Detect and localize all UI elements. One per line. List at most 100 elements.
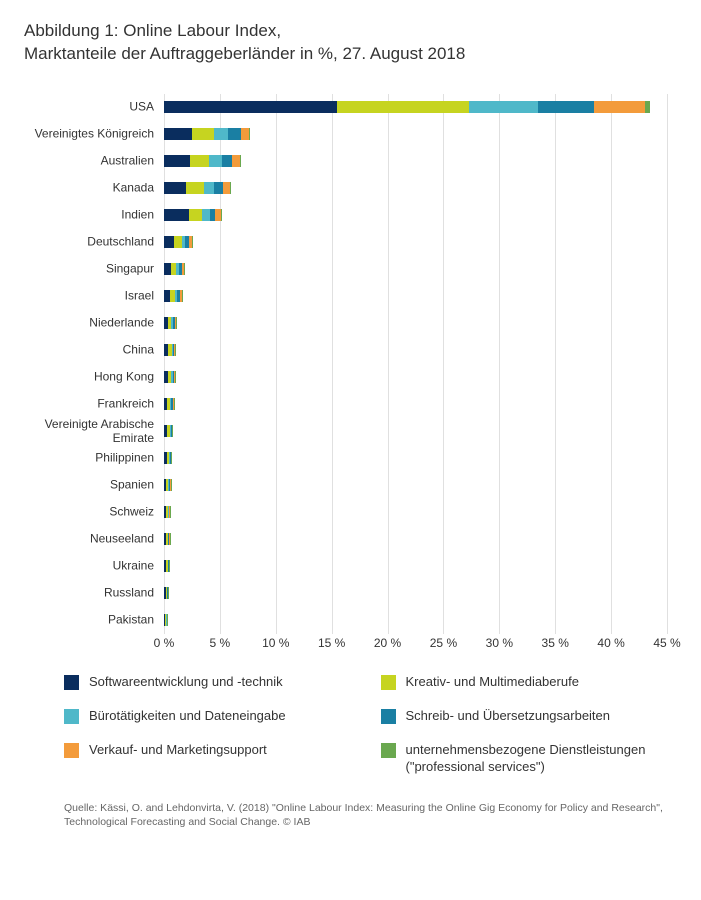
chart-legend: Softwareentwicklung und -technikKreativ-…	[64, 674, 677, 775]
bar-segment-professional	[240, 155, 241, 167]
stacked-bar	[164, 317, 176, 329]
country-label: Niederlande	[22, 317, 154, 330]
stacked-bar	[164, 425, 173, 437]
bar-segment-professional	[645, 101, 651, 113]
title-line-1: Abbildung 1: Online Labour Index,	[24, 21, 281, 40]
x-tick: 25 %	[430, 636, 457, 650]
table-row: Niederlande	[164, 310, 667, 337]
bar-segment-creative	[192, 128, 214, 140]
legend-label: Verkauf- und Marketingsupport	[89, 742, 267, 758]
country-label: Vereinigtes Königreich	[22, 128, 154, 141]
bar-segment-software	[164, 236, 174, 248]
stacked-bar	[164, 344, 176, 356]
country-label: Schweiz	[22, 506, 154, 519]
table-row: USA	[164, 94, 667, 121]
bar-segment-software	[164, 209, 189, 221]
bar-segment-creative	[337, 101, 469, 113]
bar-segment-professional	[249, 128, 250, 140]
country-label: China	[22, 344, 154, 357]
legend-swatch	[64, 709, 79, 724]
bar-segment-clerical	[214, 128, 227, 140]
country-label: Kanada	[22, 182, 154, 195]
chart-title: Abbildung 1: Online Labour Index, Markta…	[24, 20, 677, 66]
bar-segment-sales	[232, 155, 240, 167]
x-tick: 20 %	[374, 636, 401, 650]
bar-segment-software	[164, 128, 192, 140]
bar-segment-clerical	[469, 101, 538, 113]
stacked-bar	[164, 533, 170, 545]
legend-item: Schreib- und Übersetzungsarbeiten	[381, 708, 678, 724]
x-tick: 35 %	[542, 636, 569, 650]
legend-label: Bürotätigkeiten und Dateneingabe	[89, 708, 286, 724]
stacked-bar	[164, 587, 168, 599]
x-tick: 10 %	[262, 636, 289, 650]
table-row: Hong Kong	[164, 364, 667, 391]
country-label: Indien	[22, 209, 154, 222]
table-row: Frankreich	[164, 391, 667, 418]
legend-swatch	[381, 675, 396, 690]
country-label: Spanien	[22, 479, 154, 492]
stacked-bar	[164, 182, 231, 194]
table-row: Spanien	[164, 472, 667, 499]
bar-segment-professional	[230, 182, 231, 194]
country-label: Israel	[22, 290, 154, 303]
stacked-bar	[164, 614, 167, 626]
bar-segment-software	[164, 155, 190, 167]
grid-line	[667, 94, 668, 634]
legend-label: unternehmensbezogene Dienstleistungen ("…	[406, 742, 678, 775]
legend-swatch	[64, 743, 79, 758]
legend-item: Verkauf- und Marketingsupport	[64, 742, 361, 775]
bar-segment-creative	[174, 236, 182, 248]
bar-segment-writing	[222, 155, 232, 167]
table-row: Vereinigtes Königreich	[164, 121, 667, 148]
country-label: Pakistan	[22, 614, 154, 627]
table-row: Indien	[164, 202, 667, 229]
bar-segment-writing	[538, 101, 594, 113]
country-label: Vereinigte Arabische Emirate	[22, 418, 154, 444]
stacked-bar	[164, 128, 250, 140]
x-tick: 15 %	[318, 636, 345, 650]
table-row: Schweiz	[164, 499, 667, 526]
bar-segment-sales	[594, 101, 644, 113]
stacked-bar	[164, 452, 171, 464]
bar-segment-clerical	[202, 209, 210, 221]
x-axis: 0 %5 %10 %15 %20 %25 %30 %35 %40 %45 %	[164, 634, 667, 654]
table-row: Russland	[164, 580, 667, 607]
x-tick: 30 %	[486, 636, 513, 650]
table-row: Israel	[164, 283, 667, 310]
stacked-bar	[164, 479, 171, 491]
country-label: USA	[22, 101, 154, 114]
country-label: Russland	[22, 587, 154, 600]
country-label: Frankreich	[22, 398, 154, 411]
x-tick: 5 %	[210, 636, 231, 650]
country-label: Neuseeland	[22, 533, 154, 546]
chart-area: USAVereinigtes KönigreichAustralienKanad…	[164, 94, 667, 654]
stacked-bar	[164, 290, 182, 302]
bar-segment-professional	[221, 209, 222, 221]
stacked-bar	[164, 371, 175, 383]
legend-label: Kreativ- und Multimediaberufe	[406, 674, 579, 690]
table-row: Kanada	[164, 175, 667, 202]
bar-segment-sales	[223, 182, 230, 194]
bar-segment-software	[164, 182, 186, 194]
country-label: Ukraine	[22, 560, 154, 573]
bar-segment-creative	[190, 155, 209, 167]
stacked-bar	[164, 236, 192, 248]
x-tick: 0 %	[154, 636, 175, 650]
source-line-1: Quelle: Kässi, O. and Lehdonvirta, V. (2…	[64, 802, 663, 814]
legend-label: Schreib- und Übersetzungsarbeiten	[406, 708, 611, 724]
stacked-bar	[164, 506, 170, 518]
table-row: Australien	[164, 148, 667, 175]
bar-segment-software	[164, 101, 337, 113]
x-tick: 45 %	[653, 636, 680, 650]
bar-segment-software	[164, 263, 171, 275]
bar-segment-clerical	[209, 155, 222, 167]
stacked-bar	[164, 560, 169, 572]
bar-segment-creative	[186, 182, 204, 194]
table-row: Deutschland	[164, 229, 667, 256]
table-row: Vereinigte Arabische Emirate	[164, 418, 667, 445]
legend-item: Bürotätigkeiten und Dateneingabe	[64, 708, 361, 724]
country-label: Australien	[22, 155, 154, 168]
table-row: Philippinen	[164, 445, 667, 472]
country-label: Hong Kong	[22, 371, 154, 384]
